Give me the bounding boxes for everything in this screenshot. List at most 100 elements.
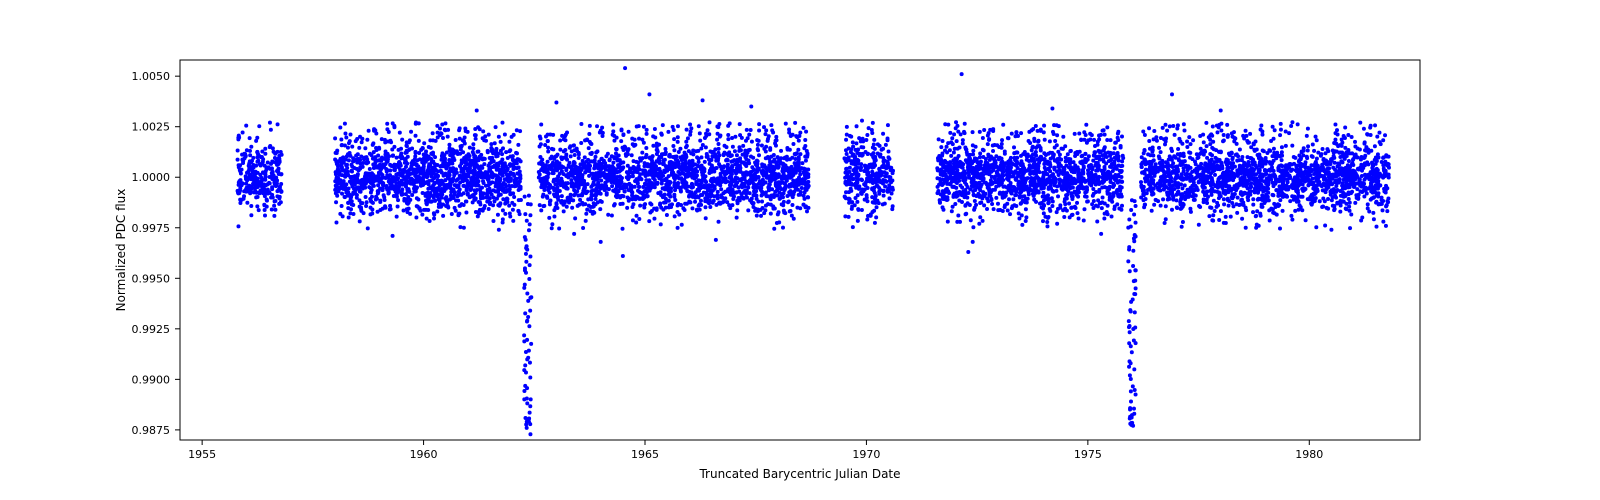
data-point	[605, 178, 609, 182]
data-point	[438, 126, 442, 130]
data-point	[474, 160, 478, 164]
data-point	[546, 160, 550, 164]
data-point	[624, 185, 628, 189]
data-point	[436, 178, 440, 182]
data-point	[376, 153, 380, 157]
data-point	[711, 150, 715, 154]
data-point	[410, 193, 414, 197]
data-point	[455, 185, 459, 189]
data-point	[1061, 172, 1065, 176]
data-point	[752, 190, 756, 194]
data-point	[415, 175, 419, 179]
data-point	[538, 203, 542, 207]
data-point	[347, 216, 351, 220]
data-point	[491, 219, 495, 223]
data-point	[452, 173, 456, 177]
data-point	[703, 160, 707, 164]
data-point	[279, 190, 283, 194]
data-point	[572, 188, 576, 192]
data-point	[479, 194, 483, 198]
data-point	[501, 146, 505, 150]
data-point	[880, 148, 884, 152]
data-point	[642, 141, 646, 145]
data-point	[638, 204, 642, 208]
data-point	[400, 138, 404, 142]
data-point	[716, 132, 720, 136]
data-point	[790, 203, 794, 207]
data-point	[357, 146, 361, 150]
data-point	[475, 188, 479, 192]
data-point	[891, 204, 895, 208]
data-point	[367, 129, 371, 133]
data-point	[801, 126, 805, 130]
data-point	[276, 150, 280, 154]
data-point	[462, 191, 466, 195]
data-point	[618, 165, 622, 169]
data-point	[458, 204, 462, 208]
data-point	[433, 175, 437, 179]
data-point	[459, 170, 463, 174]
data-point	[369, 206, 373, 210]
data-point	[717, 147, 721, 151]
data-point	[768, 148, 772, 152]
data-point	[441, 164, 445, 168]
data-point	[546, 188, 550, 192]
data-point	[615, 195, 619, 199]
data-point	[450, 161, 454, 165]
data-point	[429, 186, 433, 190]
data-point	[865, 133, 869, 137]
data-point	[871, 200, 875, 204]
data-point	[619, 177, 623, 181]
data-point	[798, 169, 802, 173]
data-point	[684, 181, 688, 185]
data-point	[861, 145, 865, 149]
data-point	[400, 187, 404, 191]
data-point	[272, 178, 276, 182]
data-point	[946, 220, 950, 224]
data-point	[761, 178, 765, 182]
data-point	[336, 168, 340, 172]
data-point	[886, 123, 890, 127]
data-point	[434, 139, 438, 143]
data-point	[690, 172, 694, 176]
data-point	[352, 166, 356, 170]
data-point	[569, 171, 573, 175]
data-point	[667, 167, 671, 171]
data-point	[1001, 209, 1005, 213]
data-point	[387, 190, 391, 194]
data-point	[873, 221, 877, 225]
data-point	[249, 173, 253, 177]
data-point	[756, 143, 760, 147]
data-point	[387, 130, 391, 134]
data-point	[798, 131, 802, 135]
data-point	[493, 189, 497, 193]
data-point	[681, 179, 685, 183]
data-point	[493, 163, 497, 167]
data-point	[562, 149, 566, 153]
data-point	[446, 175, 450, 179]
data-point	[762, 211, 766, 215]
data-point	[610, 154, 614, 158]
data-point	[706, 128, 710, 132]
data-point	[458, 152, 462, 156]
data-point	[860, 152, 864, 156]
data-point	[652, 217, 656, 221]
data-point	[236, 137, 240, 141]
data-point	[594, 155, 598, 159]
data-point	[350, 145, 354, 149]
data-point	[735, 159, 739, 163]
data-point	[725, 200, 729, 204]
data-point	[546, 169, 550, 173]
data-point	[784, 122, 788, 126]
data-point	[754, 175, 758, 179]
data-point	[695, 208, 699, 212]
data-point	[340, 143, 344, 147]
data-point	[806, 195, 810, 199]
data-point	[855, 124, 859, 128]
data-point	[852, 154, 856, 158]
data-point	[248, 136, 252, 140]
data-point	[685, 165, 689, 169]
data-point	[498, 172, 502, 176]
data-point	[563, 134, 567, 138]
data-point	[403, 161, 407, 165]
